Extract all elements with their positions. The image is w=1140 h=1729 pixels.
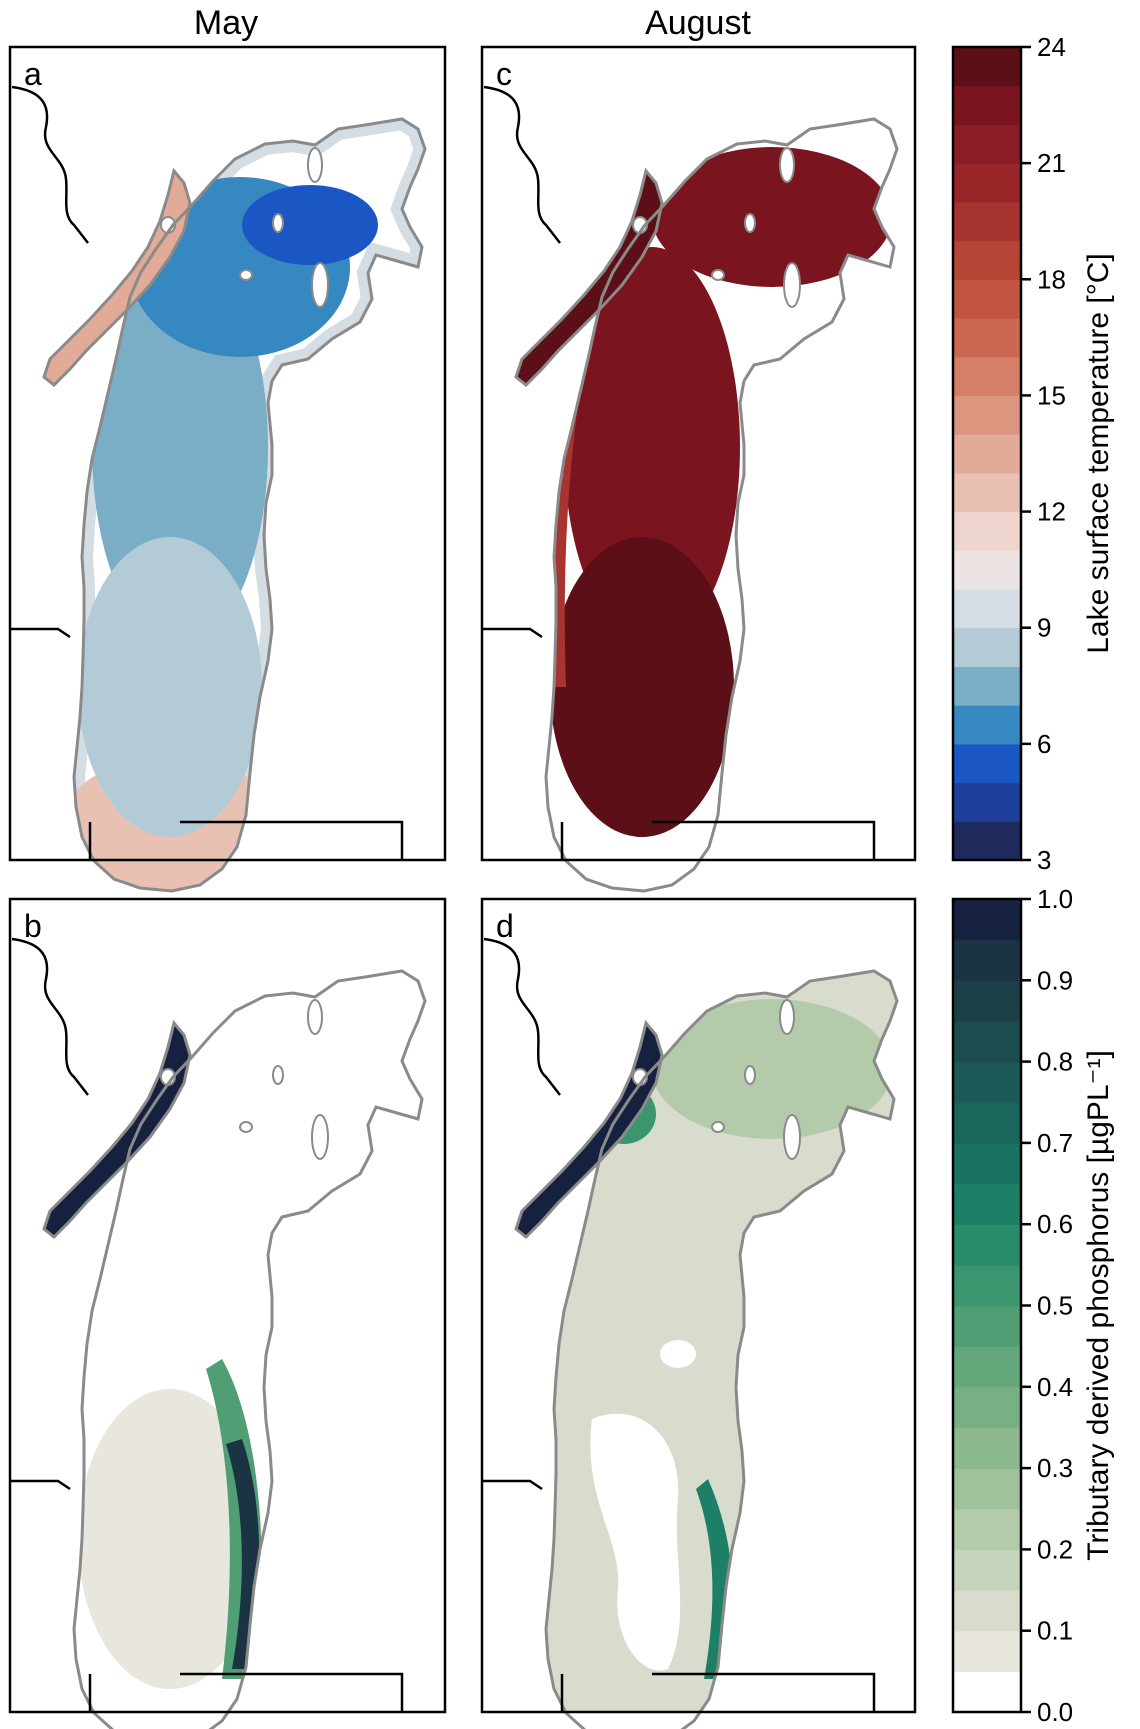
lake-map (8, 45, 447, 893)
colorbar-tick-label: 18 (1037, 264, 1066, 294)
panel-a-may-temperature: a (8, 45, 447, 893)
colorbar-level (953, 1630, 1021, 1672)
islands (632, 147, 801, 308)
colorbar-level (953, 201, 1021, 242)
zone-northern-basin (652, 147, 892, 287)
colorbar-level (953, 1102, 1021, 1144)
colorbar-level (953, 821, 1021, 861)
colorbar-temperature: 24 21 18 15 12 9 6 3 Lake surface temperature [°… (951, 32, 1115, 875)
colorbar-tick-label: 1.0 (1037, 884, 1073, 914)
colorbar-level (953, 472, 1021, 513)
zone-northeast-basin (242, 185, 378, 265)
colorbar-tick-label: 9 (1037, 613, 1051, 643)
zone-central-patches (590, 1340, 696, 1671)
colorbar-level (953, 318, 1021, 358)
colorbar-level (953, 1264, 1021, 1307)
colorbar-level (953, 1224, 1021, 1266)
colorbar-level (953, 163, 1021, 203)
colorbar-tick-label: 15 (1037, 380, 1066, 410)
colorbar-tick-label: 0.4 (1037, 1372, 1073, 1402)
colorbar-level (953, 980, 1021, 1022)
colorbar-level (953, 356, 1021, 397)
zone-central-basin (564, 247, 740, 647)
panel-letter: a (24, 56, 42, 92)
colorbar-tick-label: 12 (1037, 497, 1066, 527)
state-borders (10, 937, 404, 1712)
colorbar-level (953, 939, 1021, 981)
colorbar-level (953, 627, 1021, 668)
column-title-august: August (645, 4, 751, 42)
colorbar-level (953, 434, 1021, 474)
colorbar-level (953, 1468, 1021, 1510)
column-title-may: May (194, 4, 258, 42)
panel-letter: d (496, 908, 514, 944)
panel-b-may-phosphorus: b (8, 897, 447, 1729)
colorbar-tick-label: 24 (1037, 32, 1066, 62)
colorbar-label: Tributary derived phosphorus [µgPL⁻¹] (1082, 1050, 1115, 1561)
colorbar-level (953, 1183, 1021, 1225)
colorbar-level (953, 1590, 1021, 1632)
zone-southern-basin (78, 1389, 262, 1689)
colorbar-tick-label: 0.2 (1037, 1534, 1073, 1564)
colorbar-level (953, 1427, 1021, 1469)
colorbar-tick-label: 0.1 (1037, 1616, 1073, 1646)
colorbar-tick-label: 21 (1037, 148, 1066, 178)
colorbar-tick-label: 3 (1037, 845, 1051, 875)
colorbar-level (953, 240, 1021, 280)
colorbar-level (953, 1142, 1021, 1185)
colorbar-level (953, 1671, 1021, 1713)
colorbar-tick-label: 0.5 (1037, 1291, 1073, 1321)
colorbar-level (953, 1305, 1021, 1347)
colorbar-level (953, 705, 1021, 745)
colorbar-level (953, 124, 1021, 164)
zone-southern-basin (550, 537, 734, 837)
colorbar-tick-label: 0.3 (1037, 1453, 1073, 1483)
colorbar-level (953, 1346, 1021, 1388)
colorbar-level (953, 395, 1021, 435)
colorbar-tick-label: 6 (1037, 729, 1051, 759)
panel-border (480, 897, 917, 1714)
colorbar-tick-label: 0.0 (1037, 1697, 1073, 1727)
colorbar-level (953, 85, 1021, 126)
zone-northern-basin (652, 999, 892, 1139)
state-borders (10, 85, 404, 860)
colorbar-level (953, 666, 1021, 706)
colorbar-tick-label: 0.9 (1037, 965, 1073, 995)
panel-border (8, 897, 447, 1714)
colorbar-phosphorus: 1.0 0.9 0.8 0.7 0.6 0.5 0.4 0.3 0.2 0.1 0.0 Tributa… (951, 884, 1115, 1727)
colorbar-level (953, 47, 1021, 87)
state-borders (482, 85, 876, 860)
panel-letter: c (496, 56, 512, 92)
colorbar-level (953, 782, 1021, 822)
colorbar-level (953, 1549, 1021, 1591)
colorbar-level (953, 511, 1021, 551)
islands (160, 147, 329, 308)
panel-letter: b (24, 908, 42, 944)
colorbar-label: Lake surface temperature [°C] (1082, 253, 1115, 654)
colorbar-tick-label: 0.6 (1037, 1209, 1073, 1239)
panel-d-august-phosphorus: d (480, 897, 917, 1729)
colorbar-tick-label: 0.8 (1037, 1047, 1073, 1077)
colorbar-frame (951, 45, 1023, 862)
islands (160, 999, 329, 1160)
colorbar-level (953, 279, 1021, 319)
state-borders (482, 937, 876, 1712)
colorbar-level (953, 589, 1021, 629)
colorbar-level (953, 550, 1021, 590)
colorbar-level (953, 899, 1021, 941)
zone-southern-basin (78, 537, 262, 837)
colorbar-level (953, 743, 1021, 784)
colorbar-level (953, 1508, 1021, 1550)
panel-c-august-temperature: c (480, 45, 917, 893)
colorbar-level (953, 1386, 1021, 1429)
panel-border (480, 45, 917, 862)
colorbar-tick-label: 0.7 (1037, 1128, 1073, 1158)
panel-border (8, 45, 447, 862)
colorbar-level (953, 1061, 1021, 1103)
colorbar-level (953, 1020, 1021, 1063)
